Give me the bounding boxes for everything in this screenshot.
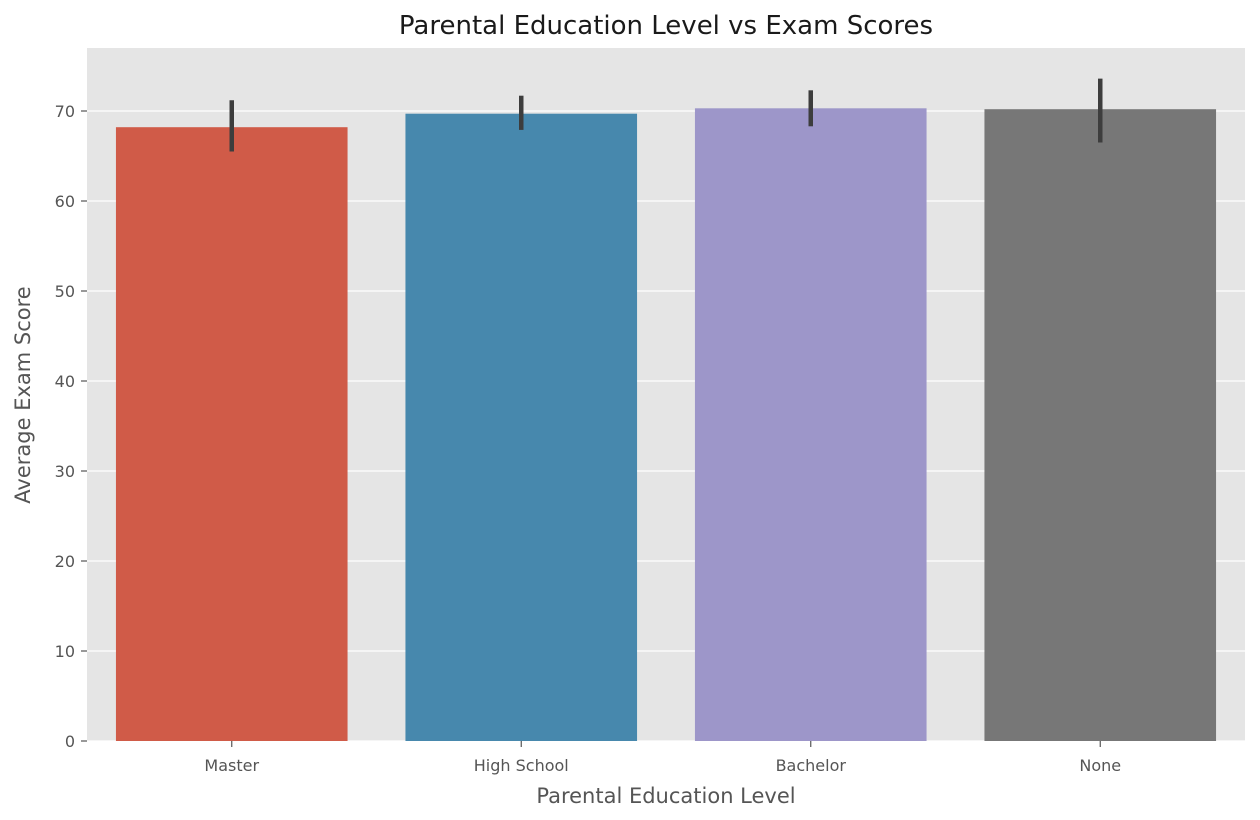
y-tick-label: 70 [55,102,75,121]
y-axis-label: Average Exam Score [11,286,35,503]
y-tick-label: 10 [55,642,75,661]
y-tick-label: 20 [55,552,75,571]
x-tick-label: Bachelor [776,756,847,775]
x-axis-label: Parental Education Level [536,784,795,808]
x-tick-label: High School [474,756,569,775]
y-tick-label: 40 [55,372,75,391]
y-tick-label: 30 [55,462,75,481]
x-tick-label: Master [204,756,259,775]
x-tick-label: None [1079,756,1121,775]
bar [405,113,638,741]
plot-area [87,48,1245,742]
bar [115,127,348,741]
y-tick-label: 60 [55,192,75,211]
x-axis-ticks: Master High School Bachelor None [204,741,1121,775]
chart-title: Parental Education Level vs Exam Scores [399,11,933,41]
y-tick-label: 50 [55,282,75,301]
bars [115,108,1217,742]
y-axis-ticks: 0 10 20 30 40 50 60 70 [55,102,87,751]
y-tick-label: 0 [65,732,75,751]
bar [694,108,927,742]
bar [984,109,1217,741]
error-bars [229,78,1103,152]
